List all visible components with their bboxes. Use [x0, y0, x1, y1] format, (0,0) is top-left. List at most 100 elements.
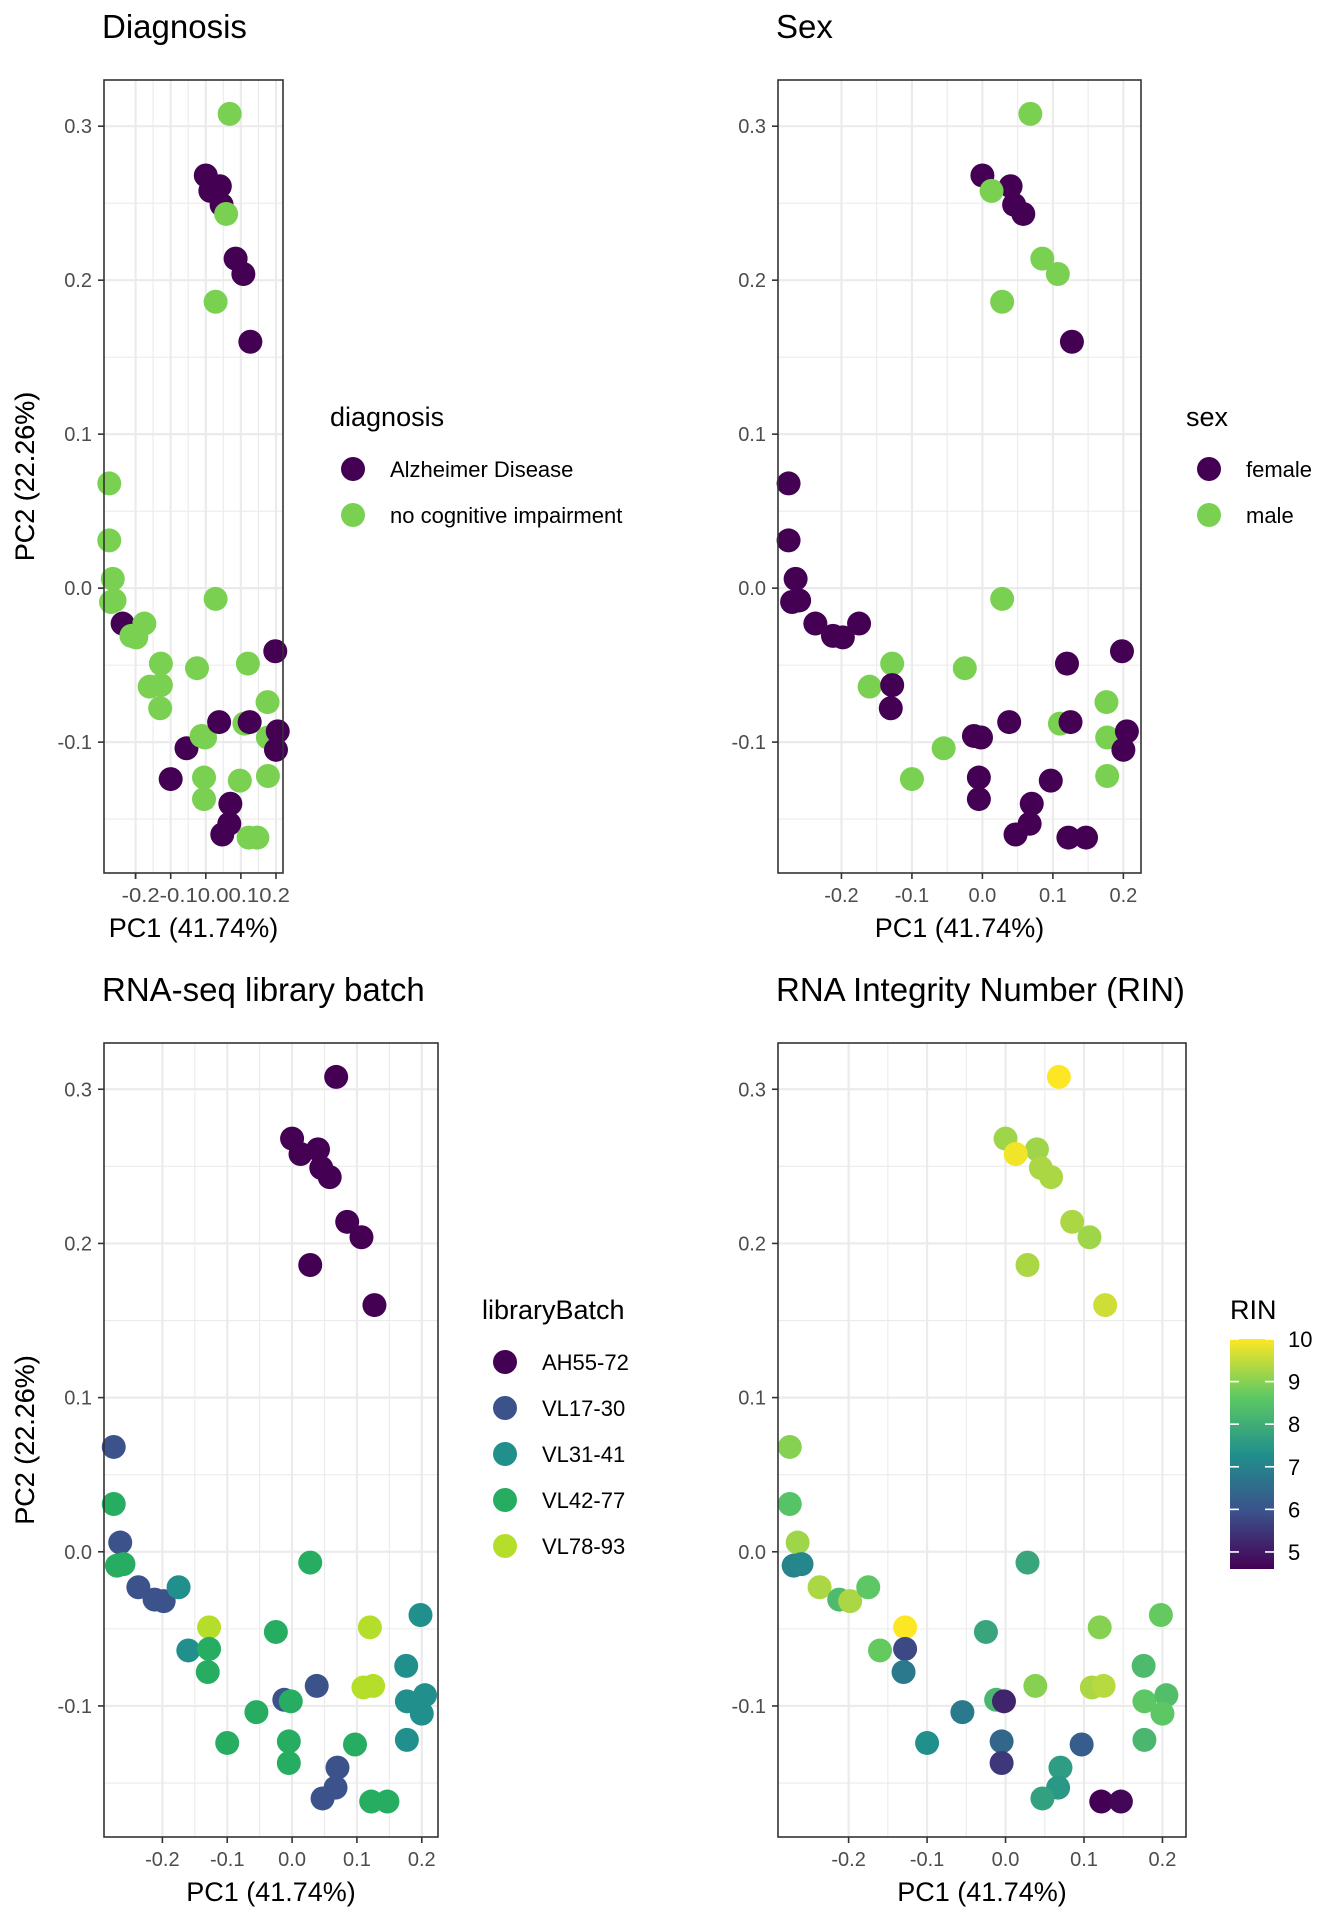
- data-point: [893, 1615, 918, 1640]
- data-point: [1148, 1602, 1173, 1627]
- legend-key: [1197, 503, 1221, 527]
- data-point: [244, 1700, 269, 1725]
- data-point: [148, 696, 173, 721]
- data-point: [195, 1660, 220, 1685]
- x-tick-label: -0.2: [831, 1849, 865, 1871]
- colorbar-label: 10: [1288, 1327, 1312, 1352]
- data-point: [317, 1165, 342, 1190]
- data-point: [777, 1491, 802, 1516]
- legend-colorbar: [1230, 1339, 1274, 1569]
- data-point: [102, 588, 127, 613]
- data-point: [263, 639, 288, 664]
- data-point: [838, 1589, 863, 1614]
- data-point: [349, 1225, 374, 1250]
- panel-4: RNA Integrity Number (RIN) -0.2 -0.1 0.0 0.1…: [10, 971, 1312, 1907]
- data-point: [276, 1729, 301, 1754]
- legend-label: no cognitive impairment: [390, 503, 622, 528]
- y-tick-label: 0.0: [738, 1542, 766, 1564]
- data-point: [394, 1727, 419, 1752]
- data-point: [950, 1700, 975, 1725]
- data-point: [1058, 710, 1083, 735]
- data-point: [335, 1209, 360, 1234]
- y-axis: -0.1 0.0 0.1 0.2 0.3: [732, 116, 778, 754]
- data-point: [408, 1602, 433, 1627]
- colorbar-label: 5: [1288, 1540, 1300, 1565]
- data-point: [217, 101, 242, 126]
- data-point: [787, 588, 812, 613]
- x-axis: -0.2 -0.1 0.0 0.1 0.2: [824, 873, 1137, 907]
- data-point: [197, 1615, 222, 1640]
- data-point: [310, 1786, 335, 1811]
- data-point: [185, 656, 210, 681]
- data-point: [413, 1683, 438, 1708]
- x-axis-title: PC1 (41.74%): [109, 913, 279, 943]
- data-point: [148, 673, 173, 698]
- data-point: [847, 611, 872, 636]
- y-tick-label: 0.3: [64, 116, 92, 138]
- data-point: [989, 1729, 1014, 1754]
- data-point: [1046, 1064, 1071, 1089]
- x-tick-label: -0.2: [824, 885, 858, 907]
- panel-border: [103, 1042, 439, 1838]
- data-point: [1132, 1689, 1157, 1714]
- data-point: [97, 471, 122, 496]
- data-point: [1039, 1165, 1064, 1190]
- data-point: [789, 1552, 814, 1577]
- data-point: [1054, 651, 1079, 676]
- data-point: [857, 674, 882, 699]
- data-point: [1154, 1683, 1179, 1708]
- data-point: [966, 765, 991, 790]
- data-point: [868, 1638, 892, 1663]
- panel-1: Diagnosis -0.2-0.10.00.10.2 -0.1 0.0 0.1 0.2 0…: [10, 8, 622, 943]
- x-axis: -0.2 -0.1 0.0 0.1 0.2: [831, 1837, 1176, 1871]
- data-point: [325, 1755, 350, 1780]
- data-point: [207, 710, 232, 735]
- data-point: [899, 767, 924, 792]
- data-point: [803, 611, 828, 636]
- data-point: [409, 1701, 434, 1726]
- scatter-points: [776, 101, 1139, 850]
- data-point: [776, 528, 801, 553]
- data-point: [1111, 737, 1136, 762]
- data-point: [807, 1575, 832, 1600]
- data-point: [357, 1615, 382, 1640]
- colorbar-label: 8: [1288, 1412, 1300, 1437]
- data-point: [979, 178, 1004, 203]
- y-axis: -0.1 0.0 0.1 0.2 0.3: [58, 116, 104, 754]
- data-point: [101, 1434, 126, 1459]
- legend-key: [493, 1350, 517, 1374]
- data-point: [1023, 1673, 1048, 1698]
- y-tick-label: 0.3: [738, 116, 766, 138]
- data-point: [973, 1619, 998, 1644]
- chart-title: RNA-seq library batch: [102, 971, 425, 1008]
- legend-key: [493, 1488, 517, 1512]
- y-tick-label: 0.3: [64, 1079, 92, 1101]
- data-point: [192, 765, 217, 790]
- legend-label: female: [1246, 457, 1312, 482]
- x-tick-label: -0.2: [145, 1849, 179, 1871]
- data-point: [998, 174, 1023, 199]
- data-point: [215, 1730, 240, 1755]
- legend-title: libraryBatch: [482, 1295, 625, 1325]
- chart-title: Sex: [776, 8, 833, 45]
- data-point: [1089, 1789, 1114, 1814]
- data-point: [880, 673, 905, 698]
- data-point: [263, 737, 288, 762]
- colorbar-label: 6: [1288, 1497, 1300, 1522]
- x-tick-label: -0.1: [910, 1849, 944, 1871]
- y-tick-label: -0.1: [732, 732, 766, 754]
- data-point: [989, 1750, 1014, 1775]
- scatter-points: [101, 1064, 438, 1814]
- x-tick-label: -0.1: [210, 1849, 244, 1871]
- gridlines: [104, 1043, 438, 1837]
- data-point: [990, 586, 1015, 611]
- data-point: [931, 736, 956, 761]
- legend-key: [341, 457, 365, 481]
- data-point: [997, 710, 1022, 735]
- data-point: [1019, 791, 1044, 816]
- legend: sex female male: [1186, 402, 1312, 528]
- data-point: [1024, 1137, 1049, 1162]
- data-point: [830, 625, 855, 650]
- data-point: [126, 1575, 151, 1600]
